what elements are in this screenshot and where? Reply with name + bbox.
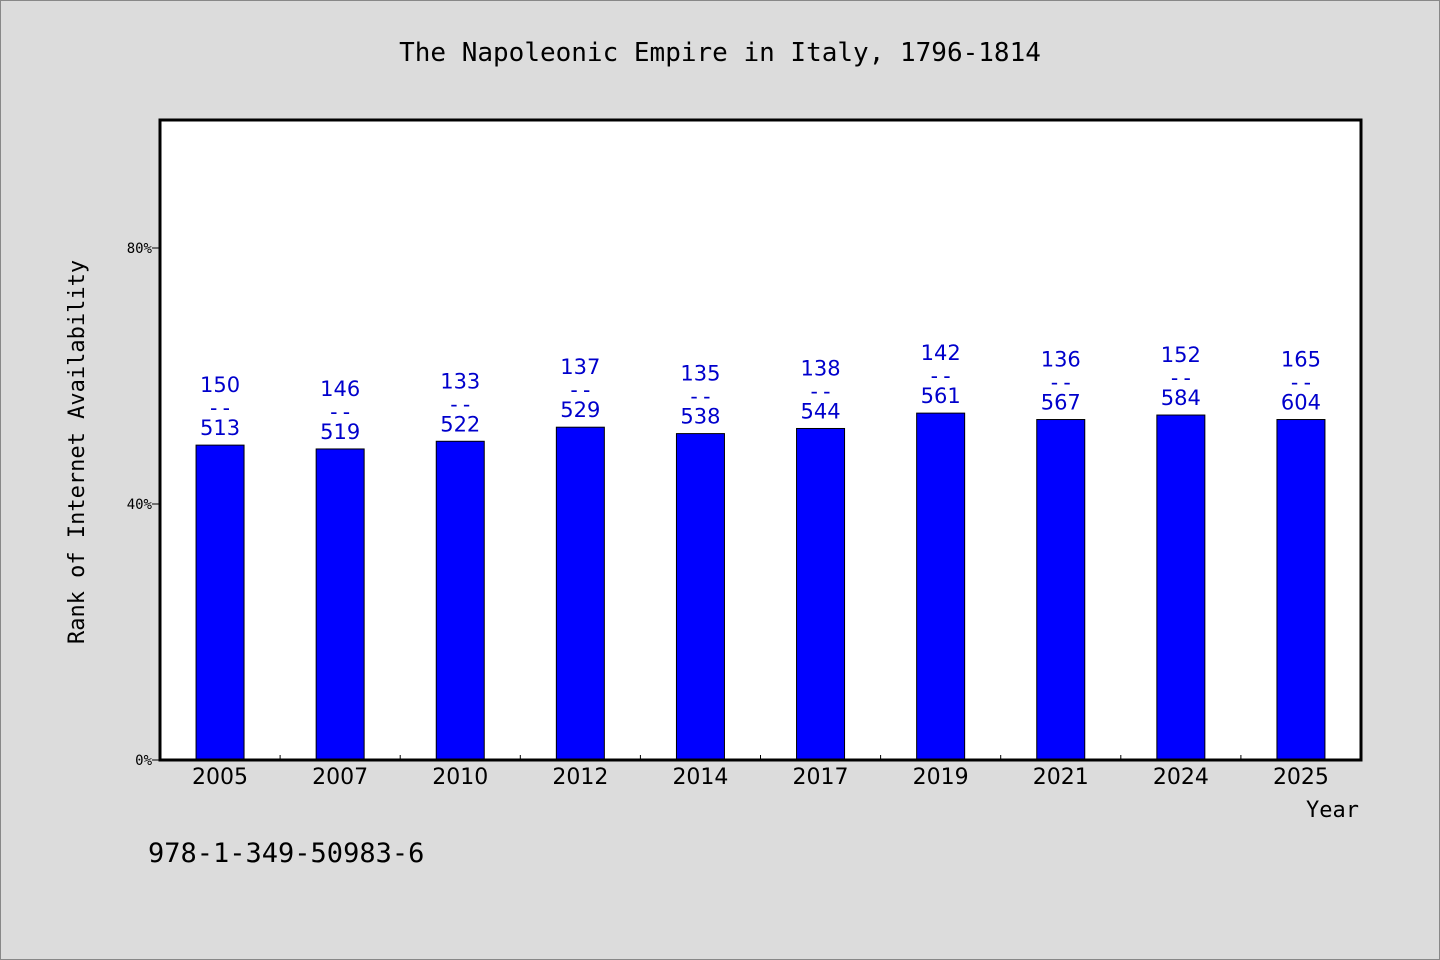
bar-label-top: 137	[560, 355, 600, 379]
bar-label-separator: --	[448, 392, 473, 416]
bar-2005	[195, 444, 245, 761]
bar-label-top: 136	[1041, 348, 1081, 372]
bar-label-top: 165	[1281, 348, 1321, 372]
bar-label-separator: --	[808, 379, 833, 403]
bar-label-top: 135	[680, 362, 720, 386]
bar-2017	[796, 427, 846, 761]
x-tick-label: 2025	[1273, 765, 1329, 790]
bar-label-top: 138	[801, 356, 841, 380]
bar-label-separator: --	[928, 364, 953, 388]
bar-label-bottom: 522	[440, 412, 480, 436]
x-axis-label: Year	[1306, 798, 1359, 823]
bar-label-separator: --	[568, 378, 593, 402]
bar-2024	[1156, 414, 1206, 761]
bar-label-bottom: 519	[320, 420, 360, 444]
x-axis: 2005 2007 2010 2012 2014 2017 2019 2021 2024 2025	[192, 755, 1329, 790]
bar-label-top: 150	[200, 373, 240, 397]
bar-labels: 513--150519--146522--133529--137538--135…	[200, 341, 1321, 444]
footnote: 978-1-349-50983-6	[148, 838, 424, 869]
bar-label-top: 142	[921, 341, 961, 365]
y-tick-label: 0%	[135, 753, 152, 769]
bar-label-separator: --	[207, 396, 232, 420]
x-tick-label: 2012	[552, 765, 608, 790]
bar-label-bottom: 584	[1161, 386, 1201, 410]
bar-label-separator: --	[688, 385, 713, 409]
bar-label-top: 133	[440, 369, 480, 393]
x-tick-label: 2005	[192, 765, 248, 790]
bar-2014	[675, 433, 725, 761]
bar-label-bottom: 604	[1281, 391, 1321, 415]
bars	[195, 412, 1326, 761]
x-tick-label: 2021	[1033, 765, 1089, 790]
x-tick-label: 2024	[1153, 765, 1209, 790]
bar-label-separator: --	[328, 400, 353, 424]
bar-2019	[916, 412, 966, 761]
bar-label-bottom: 538	[680, 405, 720, 429]
bar-label-bottom: 561	[921, 384, 961, 408]
bar-2007	[315, 448, 365, 761]
bar-2021	[1036, 419, 1086, 761]
x-tick-label: 2014	[672, 765, 728, 790]
x-tick-label: 2010	[432, 765, 488, 790]
x-tick-label: 2007	[312, 765, 368, 790]
bar-2010	[435, 440, 485, 761]
bar-label-bottom: 513	[200, 416, 240, 440]
bar-label-top: 146	[320, 377, 360, 401]
y-tick-label: 80%	[127, 241, 153, 257]
bar-2025	[1276, 419, 1326, 761]
y-tick-label: 40%	[127, 497, 153, 513]
y-axis-label: Rank of Internet Availability	[65, 260, 90, 644]
bar-label-separator: --	[1048, 371, 1073, 395]
x-tick-label: 2019	[913, 765, 969, 790]
bar-2012	[555, 426, 605, 761]
x-tick-label: 2017	[793, 765, 849, 790]
y-axis: 0% 40% 80%	[127, 241, 160, 769]
bar-label-bottom: 529	[560, 398, 600, 422]
bar-label-bottom: 544	[801, 399, 841, 423]
chart-title: The Napoleonic Empire in Italy, 1796-181…	[399, 38, 1041, 68]
bar-label-bottom: 567	[1041, 391, 1081, 415]
bar-label-separator: --	[1168, 366, 1193, 390]
bar-label-top: 152	[1161, 343, 1201, 367]
bar-label-separator: --	[1288, 371, 1313, 395]
